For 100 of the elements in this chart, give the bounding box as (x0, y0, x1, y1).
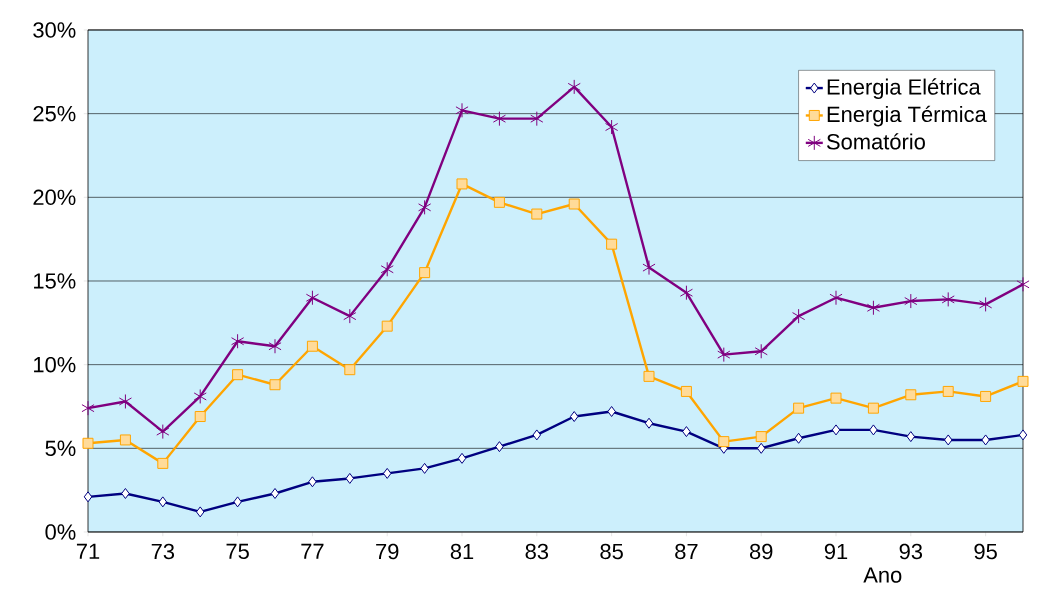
legend-label: Energia Elétrica (827, 78, 981, 100)
point (866, 300, 880, 316)
point (906, 431, 916, 443)
point (305, 290, 319, 306)
point (420, 462, 429, 474)
legend-label: Somatório (826, 133, 925, 150)
point (829, 290, 843, 306)
x-tick-label: 95 (974, 543, 997, 560)
point (1018, 429, 1028, 441)
point (792, 308, 806, 324)
point (121, 488, 130, 499)
point (156, 424, 170, 440)
point (568, 198, 580, 210)
point (606, 238, 618, 250)
point (382, 467, 392, 479)
point (193, 388, 207, 404)
point (158, 496, 168, 508)
point (1017, 375, 1029, 387)
point (492, 111, 506, 127)
x-tick-label: 93 (899, 543, 923, 560)
x-tick-label: 91 (824, 543, 848, 560)
point (642, 260, 656, 276)
legend-label: Energia Térmica (827, 105, 987, 127)
point (794, 432, 803, 444)
point (981, 434, 990, 446)
point (793, 402, 805, 414)
point (531, 208, 543, 220)
point (194, 411, 206, 423)
y-tick-label: 0% (45, 524, 76, 540)
point (718, 436, 730, 448)
point (455, 102, 469, 118)
x-tick-label: 77 (301, 543, 324, 559)
point (905, 389, 917, 401)
point (83, 491, 93, 503)
point (418, 199, 432, 215)
point (118, 393, 132, 409)
point (567, 79, 581, 95)
point (830, 392, 842, 404)
point (119, 434, 131, 446)
point (980, 390, 992, 402)
x-axis-title: Ano (863, 567, 902, 583)
point (270, 488, 280, 499)
point (530, 111, 544, 127)
point (904, 293, 918, 309)
point (306, 340, 318, 352)
point (419, 267, 431, 279)
y-tick-label: 20% (33, 189, 76, 206)
point (345, 472, 355, 484)
point (493, 196, 505, 208)
point (756, 442, 766, 454)
point (607, 406, 616, 417)
point (157, 457, 169, 469)
point (644, 417, 654, 429)
y-tick-label: 25% (33, 105, 76, 122)
point (231, 333, 245, 349)
point (381, 320, 393, 332)
point (717, 347, 731, 363)
point (233, 496, 242, 508)
point (1016, 276, 1030, 292)
point (457, 452, 467, 464)
y-tick-label: 15% (34, 273, 76, 289)
x-tick-label: 73 (151, 543, 175, 560)
point (831, 424, 841, 436)
point (979, 296, 993, 312)
point (232, 369, 244, 381)
point (679, 285, 693, 301)
point (869, 424, 878, 436)
point (308, 476, 317, 488)
point (867, 402, 879, 414)
x-tick-label: 81 (450, 543, 474, 560)
y-tick-label: 5% (45, 440, 76, 457)
point (680, 385, 692, 397)
point (195, 506, 205, 518)
point (268, 338, 282, 354)
point (943, 434, 953, 446)
point (532, 429, 542, 441)
point (456, 178, 468, 190)
point (495, 441, 504, 453)
y-tick-label: 30% (33, 22, 76, 38)
x-tick-label: 89 (749, 543, 773, 560)
point (343, 308, 357, 324)
y-tick-label: 10% (34, 356, 76, 373)
point (82, 437, 94, 449)
point (755, 431, 767, 443)
point (81, 400, 95, 416)
x-tick-label: 85 (600, 543, 623, 560)
point (643, 370, 655, 382)
point (754, 343, 768, 359)
point (380, 261, 394, 277)
x-tick-label: 87 (675, 543, 698, 560)
x-tick-label: 75 (226, 543, 249, 560)
point (569, 411, 579, 423)
point (605, 119, 619, 135)
point (942, 385, 954, 397)
point (941, 291, 955, 307)
point (344, 364, 356, 376)
x-tick-label: 71 (76, 543, 100, 559)
x-tick-label: 79 (376, 543, 399, 560)
point (269, 379, 281, 391)
point (682, 426, 691, 438)
